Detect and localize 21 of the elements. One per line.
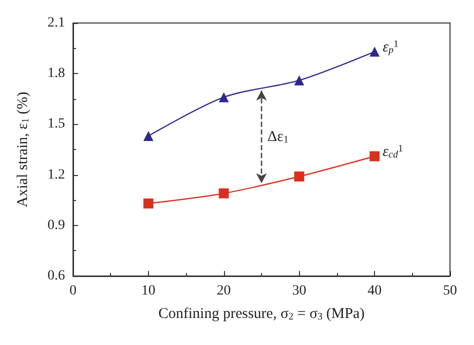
x-tick-label: 50 — [443, 284, 457, 298]
x-tick-label: 10 — [141, 284, 156, 298]
point — [218, 92, 229, 102]
point — [294, 171, 304, 182]
y-tick-label: 1.8 — [48, 66, 65, 82]
y-tick-label: 2.1 — [48, 16, 65, 30]
y-axis-title: Axial strain, ε1 (%) — [15, 92, 32, 208]
y-tick-label: 1.5 — [48, 116, 65, 132]
point — [143, 198, 154, 208]
point — [294, 75, 304, 86]
point — [370, 46, 380, 57]
point — [143, 131, 154, 142]
point — [370, 151, 380, 162]
y-tick-label: 1.2 — [48, 167, 65, 182]
point — [218, 188, 229, 198]
y-tick-label: 0.6 — [48, 268, 65, 284]
x-tick-label: 30 — [292, 284, 306, 298]
x-tick-label: 20 — [216, 284, 231, 298]
x-tick-label: 40 — [368, 284, 382, 298]
y-tick-label: 0.9 — [48, 218, 65, 233]
x-tick-label: 0 — [70, 284, 76, 298]
